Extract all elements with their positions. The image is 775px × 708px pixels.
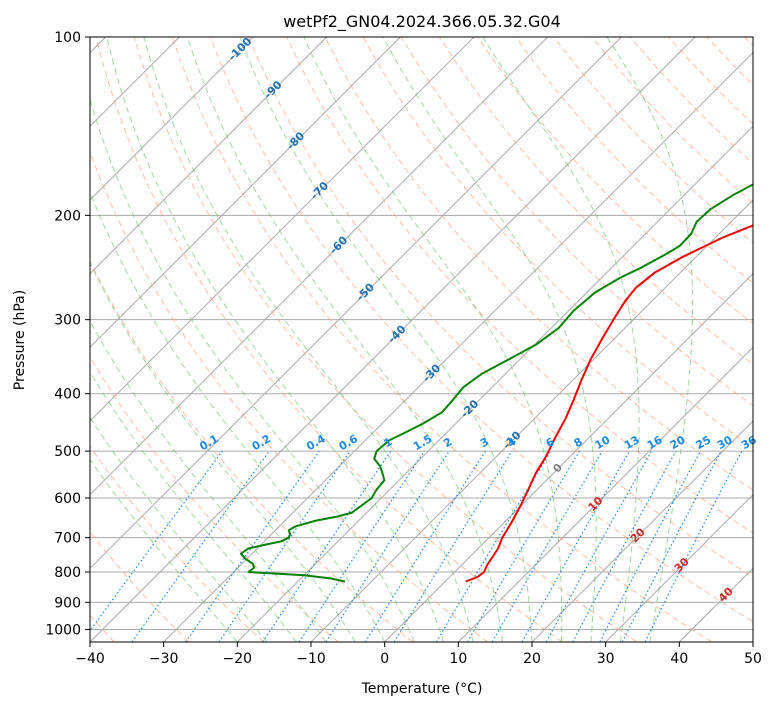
y-tick-label: 1000 [45, 622, 81, 638]
mixing-ratio-line [545, 450, 653, 642]
mixing-ratio-line [325, 450, 450, 642]
y-tick-label: 500 [54, 444, 81, 460]
mixing-ratio-line [393, 450, 513, 642]
dry-adiabat [515, 37, 753, 284]
mixing-ratio-line [521, 450, 631, 642]
chart-title: wetPf2_GN04.2024.366.05.32.G04 [283, 12, 561, 32]
y-tick-label: 600 [54, 491, 81, 507]
y-tick-label: 400 [54, 387, 81, 403]
skewed-isotherm [90, 37, 696, 642]
moist-adiabat [482, 37, 640, 642]
moist-adiabat [106, 37, 445, 642]
x-tick-label: −10 [296, 651, 326, 667]
x-tick-label: 10 [449, 651, 467, 667]
dry-adiabat [171, 37, 712, 642]
y-axis-title: Pressure (hPa) [12, 290, 28, 390]
dry-adiabat [90, 445, 264, 642]
moist-adiabat [382, 37, 597, 642]
dry-adiabat [90, 259, 414, 642]
mixing-ratio-line [298, 450, 425, 642]
skewed-isotherm [163, 51, 753, 642]
mixing-ratio-line [185, 450, 320, 642]
skewed-isotherm [384, 272, 753, 642]
mixing-ratio-line [644, 450, 743, 642]
y-tick-label: 800 [54, 565, 81, 581]
moist-adiabat [90, 261, 356, 642]
skewed-isotherm [236, 125, 753, 642]
moist-adiabat [90, 416, 268, 642]
y-tick-label: 900 [54, 595, 81, 611]
x-tick-label: −30 [149, 651, 179, 667]
skewed-isotherm [90, 37, 549, 496]
dry-adiabat [210, 37, 753, 623]
mixing-ratio-line [262, 450, 392, 642]
y-tick-label: 300 [54, 313, 81, 329]
moist-adiabat [187, 37, 503, 642]
plot-frame [89, 36, 754, 643]
moist-adiabat [90, 97, 415, 642]
skewed-isotherm [90, 37, 254, 201]
moist-adiabat [303, 37, 563, 642]
moist-adiabat [90, 320, 327, 642]
x-tick-label: 40 [670, 651, 688, 667]
x-tick-label: 50 [744, 651, 762, 667]
dry-adiabat [286, 37, 753, 534]
skewed-isotherm [457, 346, 753, 642]
x-tick-label: 30 [597, 651, 615, 667]
skewed-isotherm [90, 37, 622, 570]
series-lines [239, 183, 753, 583]
x-axis: −40 −30 −20 −10 0 10 20 30 40 50 [75, 642, 762, 667]
x-tick-label: −40 [75, 651, 105, 667]
dry-adiabat [95, 37, 563, 642]
skewed-isotherm [90, 37, 328, 275]
y-axis: 1000 900 800 700 600 500 400 300 200 100 [45, 30, 90, 638]
dewpoint-profile [239, 183, 753, 583]
mixing-ratio-line [131, 450, 270, 642]
dry-adiabat [324, 37, 753, 491]
moist-adiabat [143, 37, 474, 642]
y-tick-label: 100 [54, 30, 81, 46]
mixing-ratio-line [218, 450, 351, 642]
moist-adiabat [606, 37, 694, 642]
skewed-isotherm [90, 37, 475, 422]
dry-adiabat [248, 37, 753, 578]
skewed-isotherm [531, 420, 753, 642]
x-axis-title: Temperature (°C) [361, 681, 483, 697]
moist-adiabat [239, 37, 533, 642]
background-lines [90, 37, 753, 642]
mixing-ratio-line [572, 450, 677, 642]
moist-adiabat [90, 458, 238, 642]
skewed-isotherm [605, 493, 753, 642]
mixing-ratio-line [90, 450, 223, 632]
y-tick-label: 200 [54, 208, 81, 224]
moist-adiabat [90, 190, 386, 642]
x-tick-label: 20 [523, 651, 541, 667]
moist-adiabat [90, 370, 297, 642]
temperature-profile [465, 224, 753, 583]
dry-adiabat [133, 37, 638, 642]
dry-adiabat [90, 356, 339, 642]
skewed-isotherm [90, 37, 401, 349]
x-tick-label: −20 [223, 651, 253, 667]
x-tick-label: 0 [380, 651, 389, 667]
y-tick-label: 700 [54, 531, 81, 547]
